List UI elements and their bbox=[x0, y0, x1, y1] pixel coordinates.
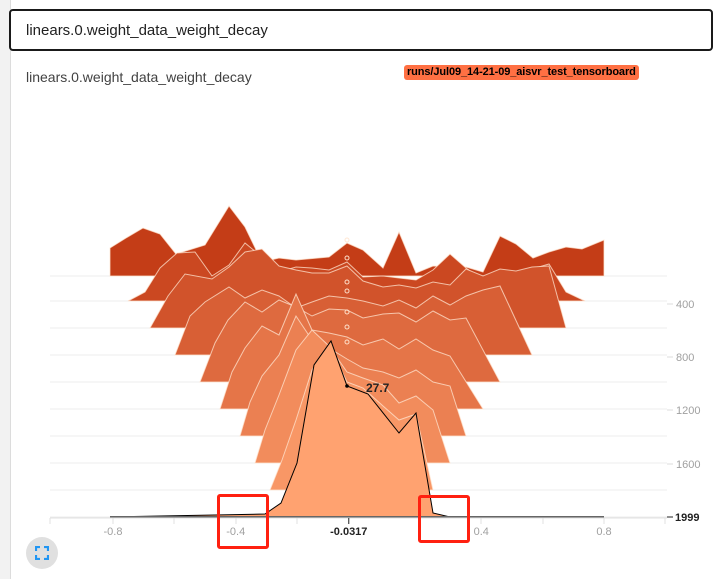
svg-text:800: 800 bbox=[676, 352, 694, 364]
histogram-slices bbox=[109, 205, 605, 518]
hover-marker: 27.7 bbox=[344, 237, 390, 395]
annotation-box-left bbox=[217, 494, 269, 549]
svg-text:1999: 1999 bbox=[675, 512, 699, 524]
svg-text:0.4: 0.4 bbox=[474, 526, 489, 538]
svg-text:1600: 1600 bbox=[676, 459, 700, 471]
fullscreen-button[interactable] bbox=[26, 537, 58, 569]
svg-text:400: 400 bbox=[676, 299, 694, 311]
svg-text:-0.4: -0.4 bbox=[226, 526, 245, 538]
fullscreen-icon bbox=[35, 546, 49, 560]
svg-text:-0.0317: -0.0317 bbox=[330, 526, 367, 538]
tag-filter-input[interactable] bbox=[26, 21, 711, 39]
x-axis: -0.8 -0.4 0.4 0.8 -0.0317 bbox=[49, 517, 667, 538]
svg-text:-0.8: -0.8 bbox=[104, 526, 123, 538]
left-sidebar-edge bbox=[0, 0, 11, 579]
svg-text:0.8: 0.8 bbox=[596, 526, 611, 538]
annotation-box-right bbox=[418, 495, 470, 543]
step-axis: 400 800 1200 1600 1999 bbox=[667, 299, 700, 524]
tag-filter-box[interactable] bbox=[9, 9, 713, 51]
chart-title: linears.0.weight_data_weight_decay bbox=[26, 69, 252, 85]
run-badge: runs/Jul09_14-21-09_aisvr_test_tensorboa… bbox=[404, 65, 639, 80]
svg-text:1200: 1200 bbox=[676, 405, 700, 417]
svg-text:27.7: 27.7 bbox=[366, 381, 390, 395]
